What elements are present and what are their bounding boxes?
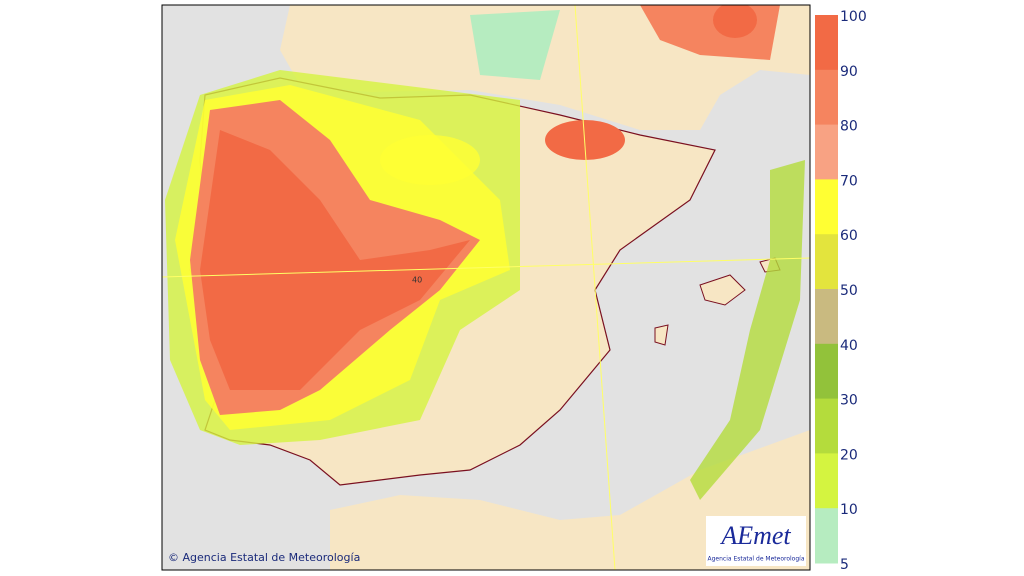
logo-subtitle: Agencia Estatal de Meteorología (708, 556, 805, 563)
legend-band (815, 453, 838, 509)
logo: AEmet Agencia Estatal de Meteorología (706, 516, 806, 566)
legend-tick-label: 5 (840, 557, 849, 573)
legend-band (815, 69, 838, 126)
legend-tick-label: 80 (840, 119, 858, 135)
legend-tick-label: 100 (840, 9, 867, 25)
legend-tick-label: 40 (840, 338, 858, 354)
credit: © Agencia Estatal de Meteorología (168, 551, 360, 564)
legend-band (815, 343, 838, 400)
logo-name: AEmet (719, 521, 791, 550)
legend-tick-label: 90 (840, 64, 858, 80)
legend-tick-label: 20 (840, 447, 858, 463)
legend-tick-label: 70 (840, 173, 858, 189)
legend-band (815, 179, 838, 235)
legend-band (815, 15, 838, 71)
legend: 100 90 80 70 60 50 40 30 20 10 5 (815, 9, 867, 573)
legend-tick-label: 10 (840, 502, 858, 518)
legend-band (815, 508, 838, 564)
map: 40 (162, 5, 810, 570)
legend-tick-label: 30 (840, 393, 858, 409)
parallel-label: 40 (412, 276, 422, 285)
legend-tick-label: 60 (840, 228, 858, 244)
legend-band (815, 398, 838, 454)
legend-band (815, 234, 838, 290)
legend-tick-label: 50 (840, 283, 858, 299)
legend-band (815, 124, 838, 180)
legend-band (815, 289, 838, 345)
